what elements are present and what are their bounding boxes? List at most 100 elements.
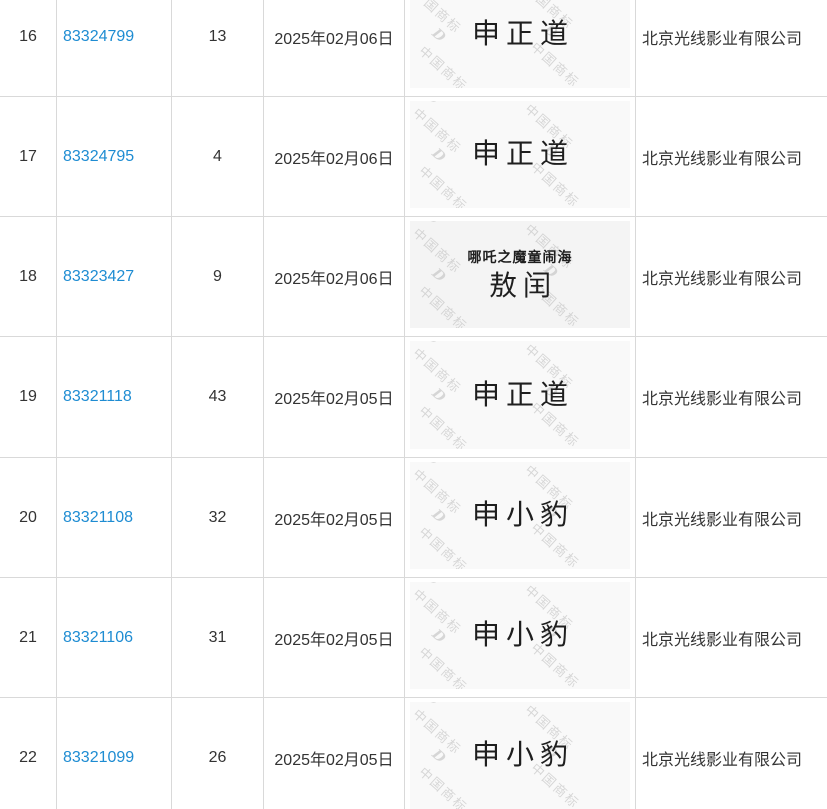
row-index: 16 [0,0,57,96]
class-number: 32 [172,458,264,577]
application-date: 2025年02月05日 [264,698,405,809]
table-row: 19 83321118 43 2025年02月05日 D中国商标D中国商标D中国… [0,337,827,458]
watermark-logo-icon: D [423,221,443,228]
trademark-text: 申正道 [471,17,574,51]
application-date: 2025年02月06日 [264,217,405,336]
applicant-name: 北京光线影业有限公司 [636,0,827,96]
trademark-image: D中国商标D中国商标D中国商标D中国商标D中国商标D中国商标 申小豹 [410,702,630,809]
row-index: 18 [0,217,57,336]
trademark-image-cell: D中国商标D中国商标D中国商标D中国商标D中国商标D中国商标 申小豹 [405,698,636,809]
trademark-image-cell: D中国商标D中国商标D中国商标D中国商标D中国商标D中国商标 申小豹 [405,578,636,697]
registration-number-link[interactable]: 83321099 [63,748,135,766]
watermark-logo-icon: D [535,582,555,585]
application-date: 2025年02月05日 [264,337,405,457]
watermark-logo-icon: D [428,506,449,527]
application-date: 2025年02月05日 [264,458,405,577]
applicant-name: 北京光线影业有限公司 [636,698,827,809]
trademark-mark: 申正道 [466,138,574,170]
class-number: 9 [172,217,264,336]
applicant-name: 北京光线影业有限公司 [636,458,827,577]
trademark-mark: 申正道 [466,18,574,50]
registration-number-cell: 83321108 [57,458,172,577]
watermark-logo-icon: D [423,702,443,709]
application-date: 2025年02月05日 [264,578,405,697]
table-row: 16 83324799 13 2025年02月06日 D中国商标D中国商标D中国… [0,0,827,97]
registration-number-link[interactable]: 83321106 [63,628,133,646]
watermark-logo-icon: D [428,626,449,647]
class-number: 4 [172,97,264,216]
trademark-image: D中国商标D中国商标D中国商标D中国商标D中国商标D中国商标 申正道 [410,0,630,88]
row-index: 20 [0,458,57,577]
watermark-logo-icon: D [428,385,449,406]
trademark-text: 敖闰 [488,268,557,302]
applicant-name: 北京光线影业有限公司 [636,217,827,336]
application-date: 2025年02月06日 [264,97,405,216]
trademark-text: 申正道 [471,377,574,411]
registration-number-cell: 83321099 [57,698,172,809]
table-row: 22 83321099 26 2025年02月05日 D中国商标D中国商标D中国… [0,698,827,809]
trademark-image-cell: D中国商标D中国商标D中国商标D中国商标D中国商标D中国商标 申正道 [405,0,636,96]
registration-number-link[interactable]: 83324799 [63,27,135,45]
table-row: 20 83321108 32 2025年02月05日 D中国商标D中国商标D中国… [0,458,827,578]
row-index: 21 [0,578,57,697]
registration-number-cell: 83321106 [57,578,172,697]
table-row: 21 83321106 31 2025年02月05日 D中国商标D中国商标D中国… [0,578,827,698]
trademark-image: D中国商标D中国商标D中国商标D中国商标D中国商标D中国商标 哪吒之魔童闹海 敖… [410,221,630,328]
class-number: 31 [172,578,264,697]
watermark-logo-icon: D [535,702,555,705]
registration-number-link[interactable]: 83324795 [63,147,135,165]
registration-number-cell: 83324799 [57,0,172,96]
trademark-mark: 申小豹 [466,619,574,651]
trademark-subtitle: 哪吒之魔童闹海 [467,249,573,266]
registration-number-cell: 83323427 [57,217,172,336]
registration-number-link[interactable]: 83321108 [63,508,133,526]
class-number: 43 [172,337,264,457]
watermark-logo-icon: D [423,341,443,348]
watermark-logo-icon: D [423,582,443,589]
trademark-mark: 申正道 [466,377,574,411]
trademark-mark: 申小豹 [466,739,574,771]
watermark-logo-icon: D [428,25,449,46]
registration-number-link[interactable]: 83321118 [63,388,132,405]
application-date: 2025年02月06日 [264,0,405,96]
trademark-mark: 哪吒之魔童闹海 敖闰 [468,247,573,302]
registration-number-link[interactable]: 83323427 [63,267,135,285]
row-index: 17 [0,97,57,216]
class-number: 13 [172,0,264,96]
trademark-image-cell: D中国商标D中国商标D中国商标D中国商标D中国商标D中国商标 申正道 [405,337,636,457]
class-number: 26 [172,698,264,809]
watermark-logo-icon: D [428,265,449,286]
watermark-logo-icon: D [428,145,449,166]
trademark-text: 申小豹 [471,618,574,652]
row-index: 19 [0,337,57,457]
watermark-logo-icon: D [535,462,555,465]
trademark-image: D中国商标D中国商标D中国商标D中国商标D中国商标D中国商标 申正道 [410,341,630,449]
registration-number-cell: 83324795 [57,97,172,216]
trademark-image: D中国商标D中国商标D中国商标D中国商标D中国商标D中国商标 申小豹 [410,582,630,689]
watermark-logo-icon: D [535,221,555,224]
trademark-image-cell: D中国商标D中国商标D中国商标D中国商标D中国商标D中国商标 申小豹 [405,458,636,577]
trademark-text: 申正道 [471,137,574,171]
